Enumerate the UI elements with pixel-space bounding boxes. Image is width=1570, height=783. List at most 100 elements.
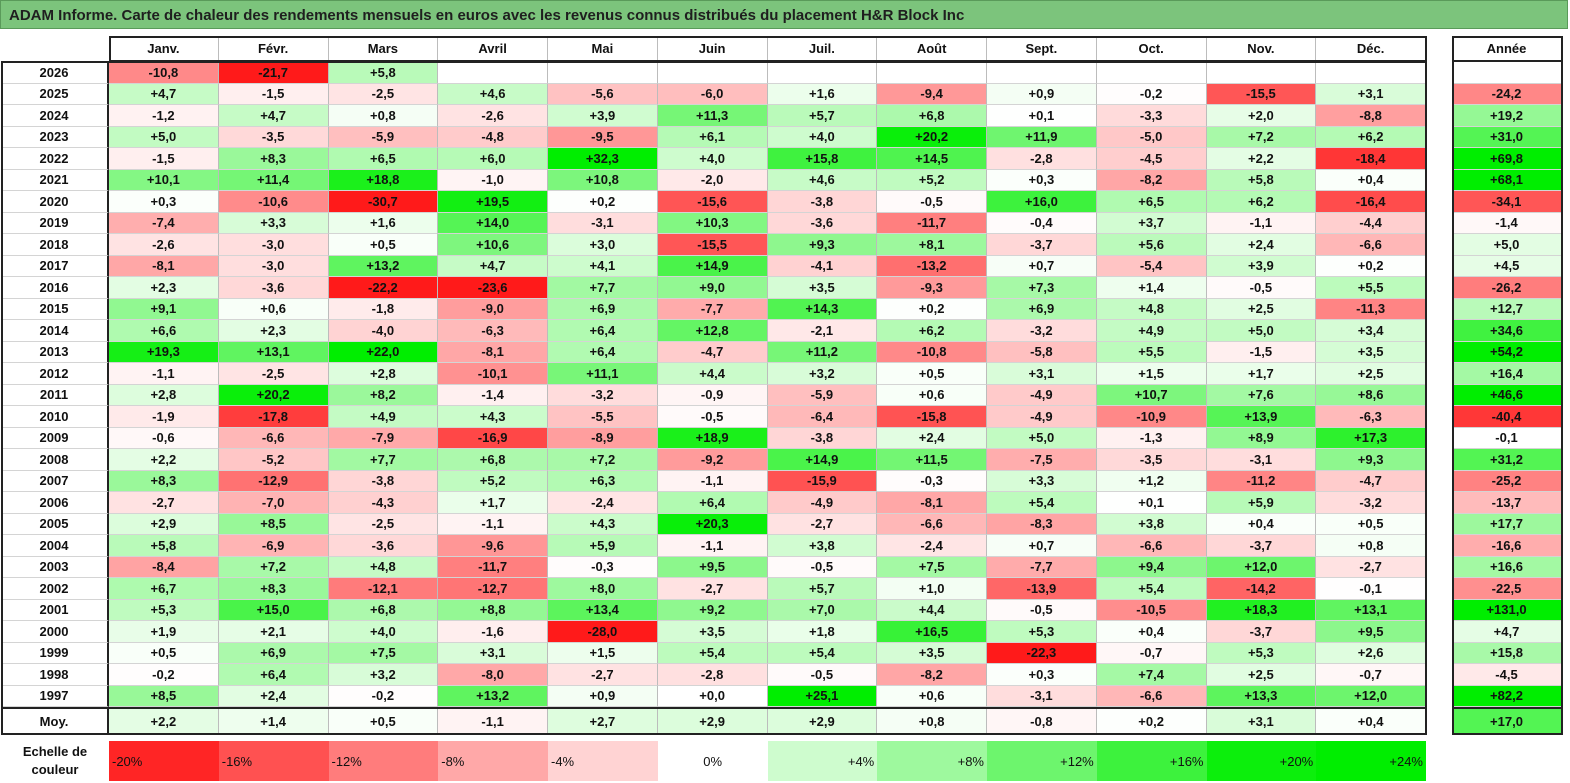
heatmap-cell: +0,4 [1096,621,1207,643]
heatmap-cell: -5,8 [987,341,1097,363]
heatmap-cell: -3,0 [218,255,329,277]
scale-step: -12% [328,741,439,781]
heatmap-cell: +14,9 [657,255,768,277]
heatmap-cell: +8,6 [1316,384,1426,406]
heatmap-cell: +6,8 [328,599,439,621]
heatmap-cell [548,62,658,84]
annual-cell: +46,6 [1452,384,1562,406]
year-label: 2001 [1,599,109,621]
heatmap-cell: -2,4 [548,492,658,514]
heatmap-cell: +22,0 [328,341,439,363]
heatmap-cell: +2,8 [328,363,439,385]
annual-cell: +82,2 [1452,685,1562,707]
heatmap-cell: -18,4 [1316,148,1426,170]
heatmap-cell: +4,8 [1096,298,1207,320]
heatmap-cell: -8,1 [438,341,548,363]
heatmap-cell: +8,5 [109,685,219,707]
annual-cell: +12,7 [1452,298,1562,320]
heatmap-cell: +11,5 [877,449,987,471]
heatmap-cell: -15,6 [657,191,768,213]
heatmap-cell: +0,3 [987,169,1097,191]
heatmap-cell: -8,9 [548,427,658,449]
average-cell: +0,2 [1096,709,1207,734]
annual-cell: -1,4 [1452,212,1562,234]
scale-step: +4% [767,741,878,781]
annual-cell: -0,1 [1452,427,1562,449]
heatmap-cell: +8,3 [109,470,219,492]
heatmap-cell: -5,2 [218,449,329,471]
heatmap-cell: -1,2 [109,105,219,127]
heatmap-cell: -4,1 [767,255,878,277]
heatmap-cell: +11,4 [218,169,329,191]
heatmap-cell: +3,0 [548,234,658,256]
heatmap-cell: +9,2 [657,599,768,621]
year-label: 2012 [1,363,109,385]
heatmap-cell: +3,8 [767,535,878,557]
annual-cell: +5,0 [1452,234,1562,256]
heatmap-cell: +7,0 [767,599,878,621]
heatmap-cell: +8,0 [548,578,658,600]
heatmap-cell: +2,6 [1316,642,1426,664]
heatmap-cell: +3,1 [438,642,548,664]
month-header: Août [877,37,987,62]
heatmap-cell: +10,1 [109,169,219,191]
heatmap-cell: -1,1 [657,535,768,557]
scale-step: +24% [1316,741,1426,781]
heatmap-cell: +12,0 [1316,685,1426,707]
year-label: 2018 [1,234,109,256]
heatmap-cell [438,62,548,84]
annual-cell: -26,2 [1452,277,1562,299]
heatmap-cell: +6,3 [548,470,658,492]
heatmap-cell: +3,9 [1206,255,1317,277]
heatmap-cell: +11,2 [767,341,878,363]
heatmap-cell: -5,9 [767,384,878,406]
heatmap-cell: -1,5 [109,148,219,170]
average-cell: +0,4 [1316,709,1426,734]
heatmap-cell: +0,2 [548,191,658,213]
heatmap-cell: -2,7 [1316,556,1426,578]
heatmap-cell: -2,7 [657,578,768,600]
heatmap-cell: +3,5 [767,277,878,299]
heatmap-cell: -3,6 [218,277,329,299]
heatmap-cell: +13,3 [1206,685,1317,707]
heatmap-cell: -0,9 [657,384,768,406]
annual-cell: -4,5 [1452,664,1562,686]
heatmap-cell: +13,2 [438,685,548,707]
heatmap-cell: -2,8 [987,148,1097,170]
heatmap-cell: -3,2 [987,320,1097,342]
heatmap-cell: -2,8 [657,664,768,686]
heatmap-cell: -1,6 [438,621,548,643]
heatmap-cell: +0,8 [1316,535,1426,557]
heatmap-cell: -4,8 [438,126,548,148]
heatmap-cell: -0,5 [767,556,878,578]
heatmap-cell: -4,9 [987,406,1097,428]
title-bar: ADAM Informe. Carte de chaleur des rende… [0,0,1568,29]
heatmap-cell: +4,3 [548,513,658,535]
heatmap-cell: -0,5 [767,664,878,686]
heatmap-cell: -9,6 [438,535,548,557]
heatmap-cell: +4,7 [218,105,329,127]
heatmap-cell: +6,2 [1206,191,1317,213]
annual-cell: +34,6 [1452,320,1562,342]
heatmap-cell: -6,3 [1316,406,1426,428]
heatmap-cell: +2,4 [877,427,987,449]
heatmap-cell: +20,2 [877,126,987,148]
heatmap-cell: -1,1 [438,513,548,535]
heatmap-cell: +5,4 [767,642,878,664]
heatmap-cell: +1,8 [767,621,878,643]
annual-cell: -24,2 [1452,83,1562,105]
heatmap-cell: +14,5 [877,148,987,170]
heatmap-cell: -2,4 [877,535,987,557]
year-label: 2021 [1,169,109,191]
heatmap-cell: -6,6 [1096,535,1207,557]
heatmap-cell: +3,4 [1316,320,1426,342]
heatmap-cell: -2,0 [657,169,768,191]
heatmap-cell: -2,1 [767,320,878,342]
heatmap-cell: +1,9 [109,621,219,643]
year-label: 2008 [1,449,109,471]
heatmap-cell: -4,9 [987,384,1097,406]
heatmap-cell: +3,1 [987,363,1097,385]
heatmap-cell: -2,6 [438,105,548,127]
month-header: Sept. [987,37,1097,62]
heatmap-cell: +6,5 [328,148,439,170]
